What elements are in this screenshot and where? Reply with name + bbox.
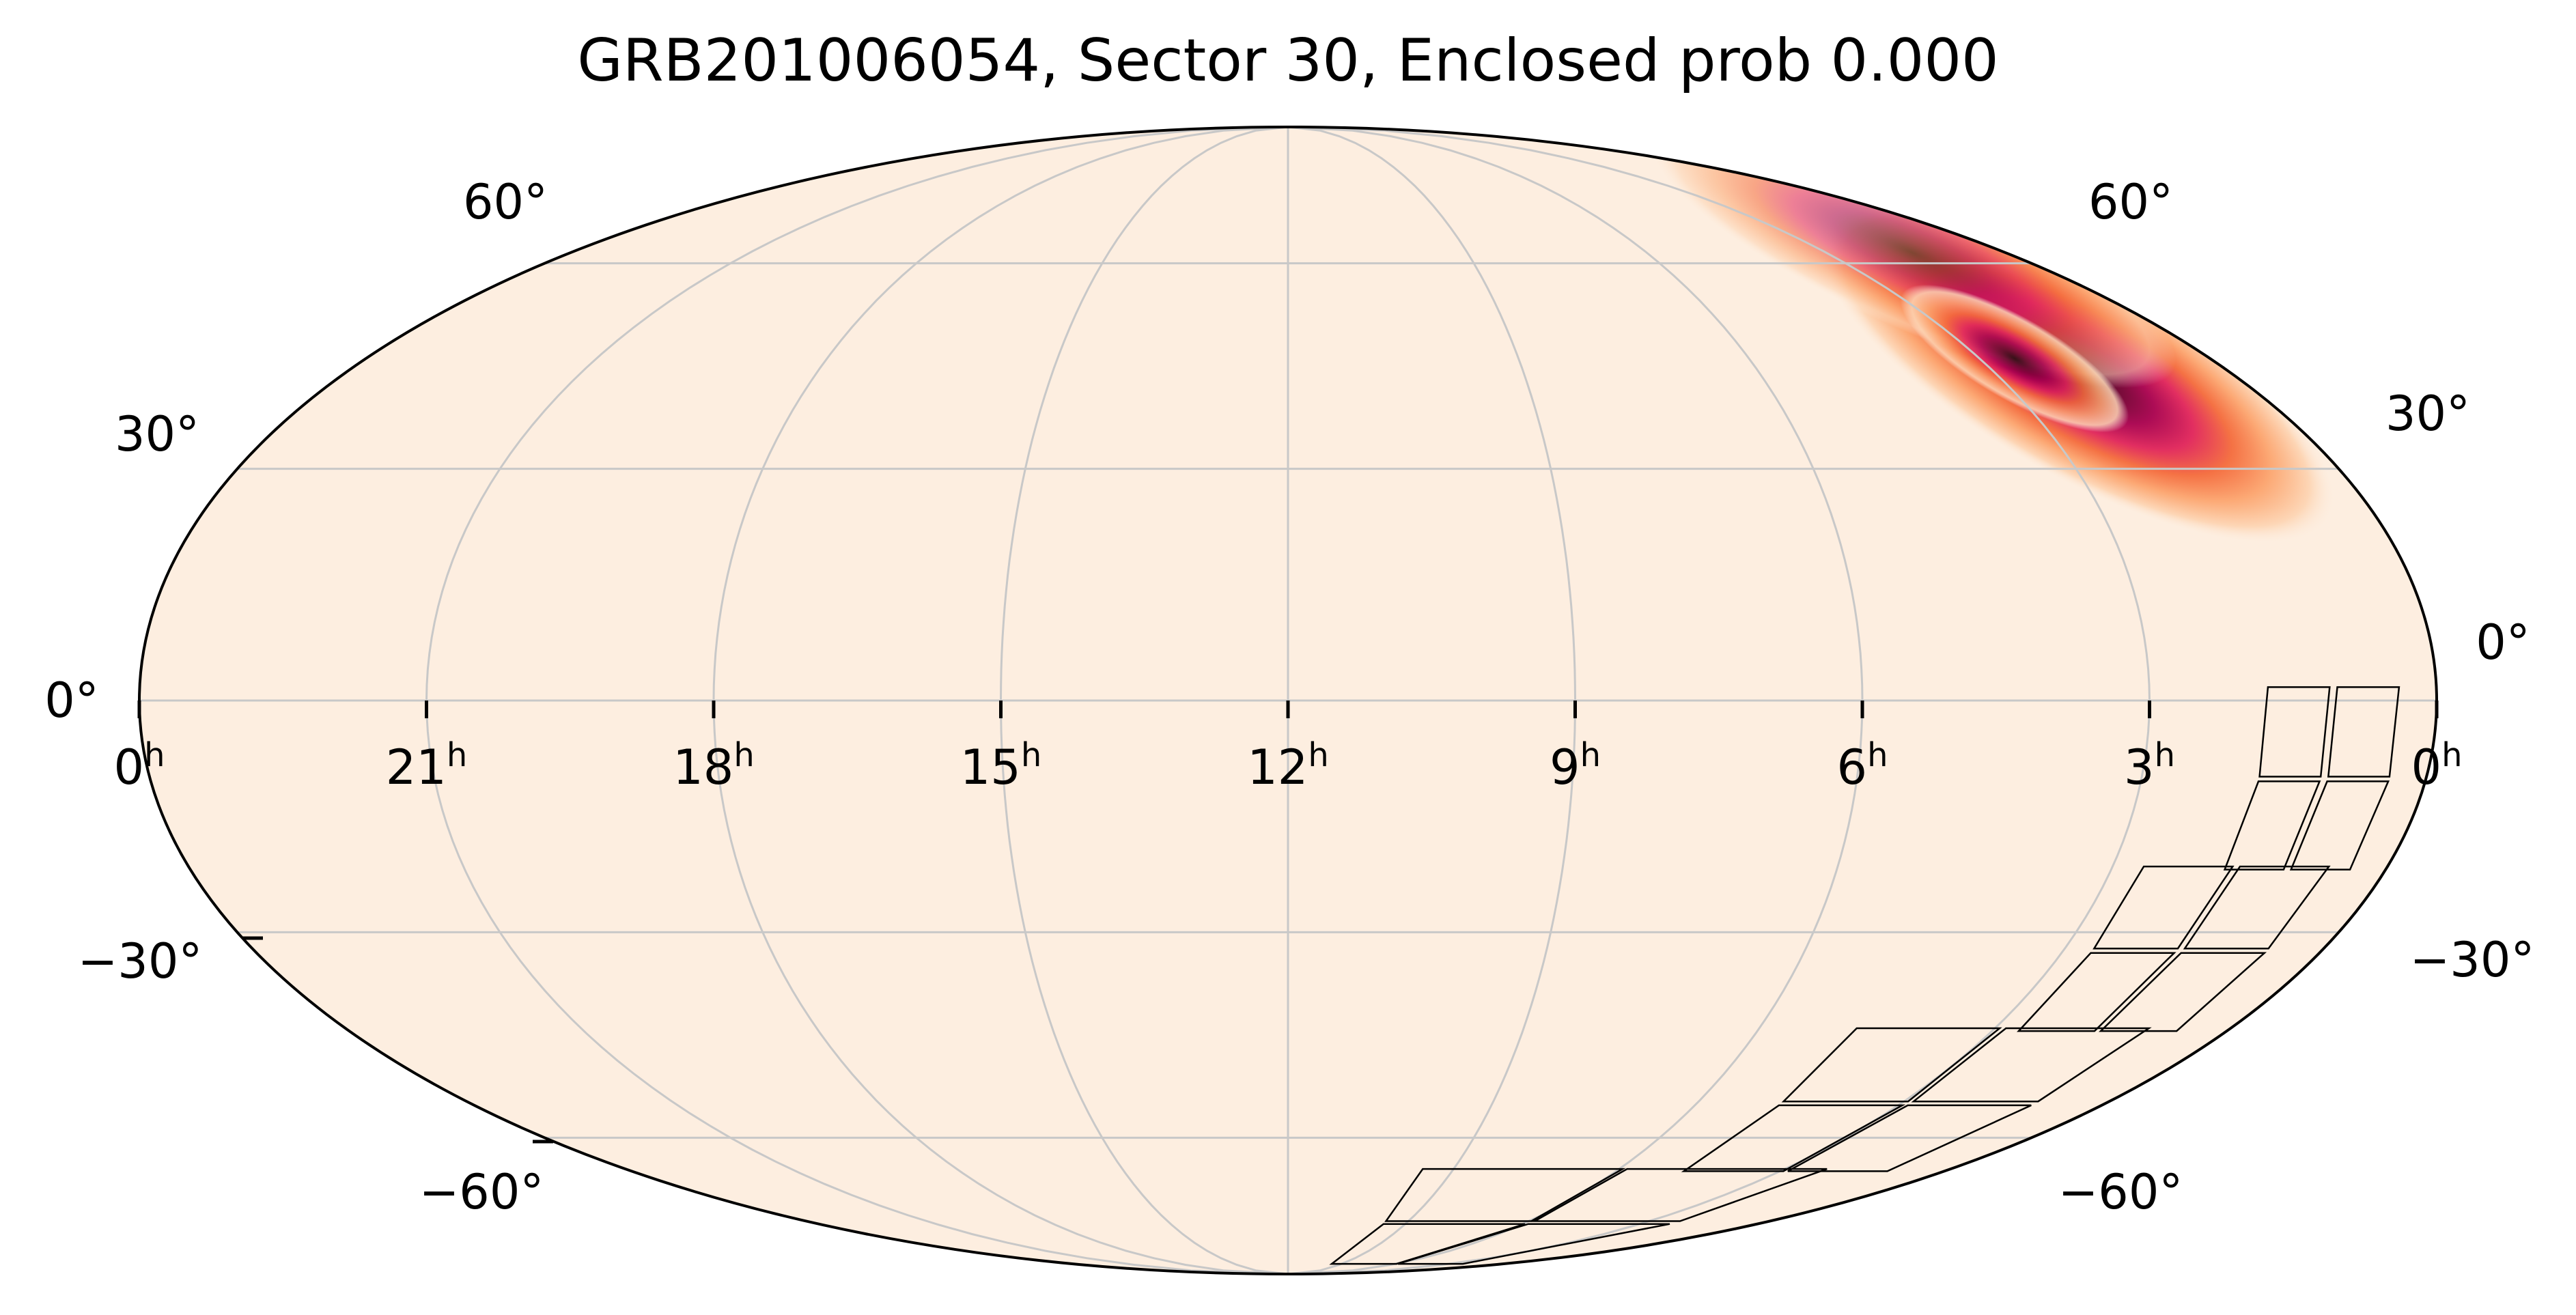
ccd-outline: [2327, 686, 2400, 778]
ccd-outline: [1531, 1168, 1828, 1222]
ccd-outline: [1781, 1027, 2002, 1103]
ra-tick-label: 12h: [1247, 736, 1329, 795]
dec-label-right: −30°: [2410, 932, 2535, 988]
ccd-outline: [2258, 686, 2331, 778]
ccd-outline: [1681, 1104, 1906, 1172]
ccd-outline: [2092, 865, 2235, 950]
ra-tick-label: 0h: [2411, 736, 2463, 795]
ra-axis-labels: 0h 21h 18h 15h 12h 9h 6h 3h 0h: [114, 736, 2463, 795]
ra-axis-ticks: [137, 701, 2439, 718]
ccd-outline: [2183, 865, 2331, 950]
dec-label-right: 60°: [2088, 174, 2173, 230]
ra-tick-label: 18h: [673, 736, 755, 795]
tess-footprint: [1329, 686, 2400, 1265]
probability-blob: [1648, 127, 2336, 544]
ccd-outline: [2017, 952, 2176, 1032]
ra-tick-label: 9h: [1550, 736, 1601, 795]
ccd-outline: [2289, 780, 2390, 871]
dec-label-left: 30°: [115, 406, 199, 462]
dec-label-left: −30°: [78, 933, 203, 989]
ccd-outline: [2223, 780, 2321, 871]
ra-tick-label: 0h: [114, 736, 165, 795]
dec-label-right: 30°: [2385, 386, 2470, 442]
dec-axis-labels-left: 60° 30° 0° −30° −60°: [44, 174, 553, 1220]
ccd-outline: [1384, 1168, 1626, 1222]
map-title: GRB201006054, Sector 30, Enclosed prob 0…: [577, 27, 1999, 95]
dec-axis-labels-right: 60° 30° 0° −30° −60°: [2058, 174, 2535, 1220]
dec-label-right: −60°: [2058, 1164, 2183, 1220]
ccd-outline: [2099, 952, 2267, 1032]
ccd-outline: [1329, 1223, 1526, 1265]
ra-tick-label: 15h: [960, 736, 1042, 795]
ccd-outline: [1911, 1027, 2152, 1103]
dec-label-right: 0°: [2476, 614, 2530, 670]
ccd-outline: [1397, 1223, 1670, 1265]
dec-label-left: 60°: [463, 174, 548, 230]
ra-tick-label: 21h: [386, 736, 468, 795]
dec-label-left: 0°: [44, 673, 99, 729]
ra-tick-label: 6h: [1837, 736, 1888, 795]
ra-tick-label: 3h: [2124, 736, 2175, 795]
dec-label-left: −60°: [419, 1164, 544, 1220]
